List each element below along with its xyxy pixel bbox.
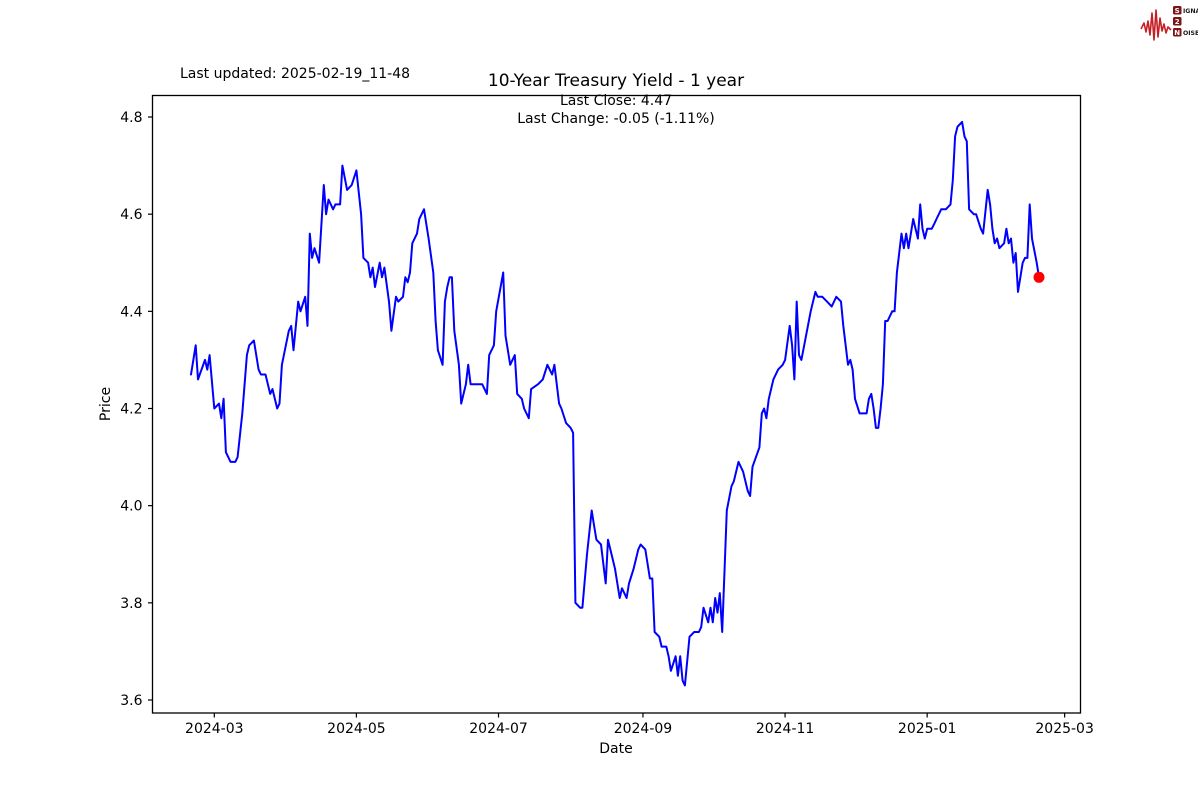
- x-tick-label: 2024-11: [756, 721, 815, 737]
- subtitle-last-close: Last Close: 4.47: [559, 93, 673, 109]
- y-tick-label: 4.4: [120, 304, 142, 320]
- x-tick-label: 2024-05: [327, 721, 386, 737]
- logo-text-2: 2: [1173, 17, 1182, 26]
- s2n-logo: S IGNAL 2 N OISE: [1140, 6, 1198, 41]
- chart-title: 10-Year Treasury Yield - 1 year: [487, 71, 745, 91]
- y-tick-label: 4.8: [120, 110, 142, 126]
- x-axis-label: Date: [599, 741, 633, 757]
- logo-badge-2: [1173, 17, 1182, 26]
- x-axis-ticks: 2024-03 2024-05 2024-07 2024-09 2024-11 2025-…: [185, 713, 1094, 737]
- logo-badge-n: [1173, 28, 1182, 37]
- y-tick-label: 4.0: [120, 499, 142, 515]
- y-tick-label: 3.8: [120, 596, 142, 612]
- svg-text:S: S: [1175, 7, 1180, 15]
- last-updated-label: Last updated: 2025-02-19_11-48: [180, 66, 411, 82]
- svg-text:N: N: [1174, 29, 1180, 37]
- price-line: [190, 120, 1040, 687]
- y-tick-label: 4.2: [120, 402, 142, 418]
- x-tick-label: 2024-09: [614, 721, 673, 737]
- svg-text:IGNAL: IGNAL: [1183, 8, 1198, 15]
- plot-frame: [151, 94, 1082, 714]
- y-tick-label: 3.6: [120, 693, 142, 709]
- svg-text:2: 2: [1175, 18, 1180, 26]
- x-tick-label: 2024-03: [185, 721, 244, 737]
- logo-text-noise: N OISE: [1173, 28, 1198, 37]
- svg-text:OISE: OISE: [1183, 30, 1198, 37]
- x-tick-label: 2025-03: [1035, 721, 1094, 737]
- logo-text-signal: S IGNAL: [1173, 6, 1198, 15]
- y-tick-label: 4.6: [120, 207, 142, 223]
- last-close-dot: [1033, 271, 1045, 283]
- subtitle-last-change: Last Change: -0.05 (-1.11%): [517, 111, 715, 127]
- logo-badge-s: [1173, 6, 1182, 15]
- logo-waveform-icon: [1140, 9, 1172, 41]
- x-tick-label: 2025-01: [898, 721, 957, 737]
- y-axis-ticks: 3.6 3.8 4.0 4.2 4.4 4.6 4.8: [120, 110, 153, 709]
- x-tick-label: 2024-07: [469, 721, 528, 737]
